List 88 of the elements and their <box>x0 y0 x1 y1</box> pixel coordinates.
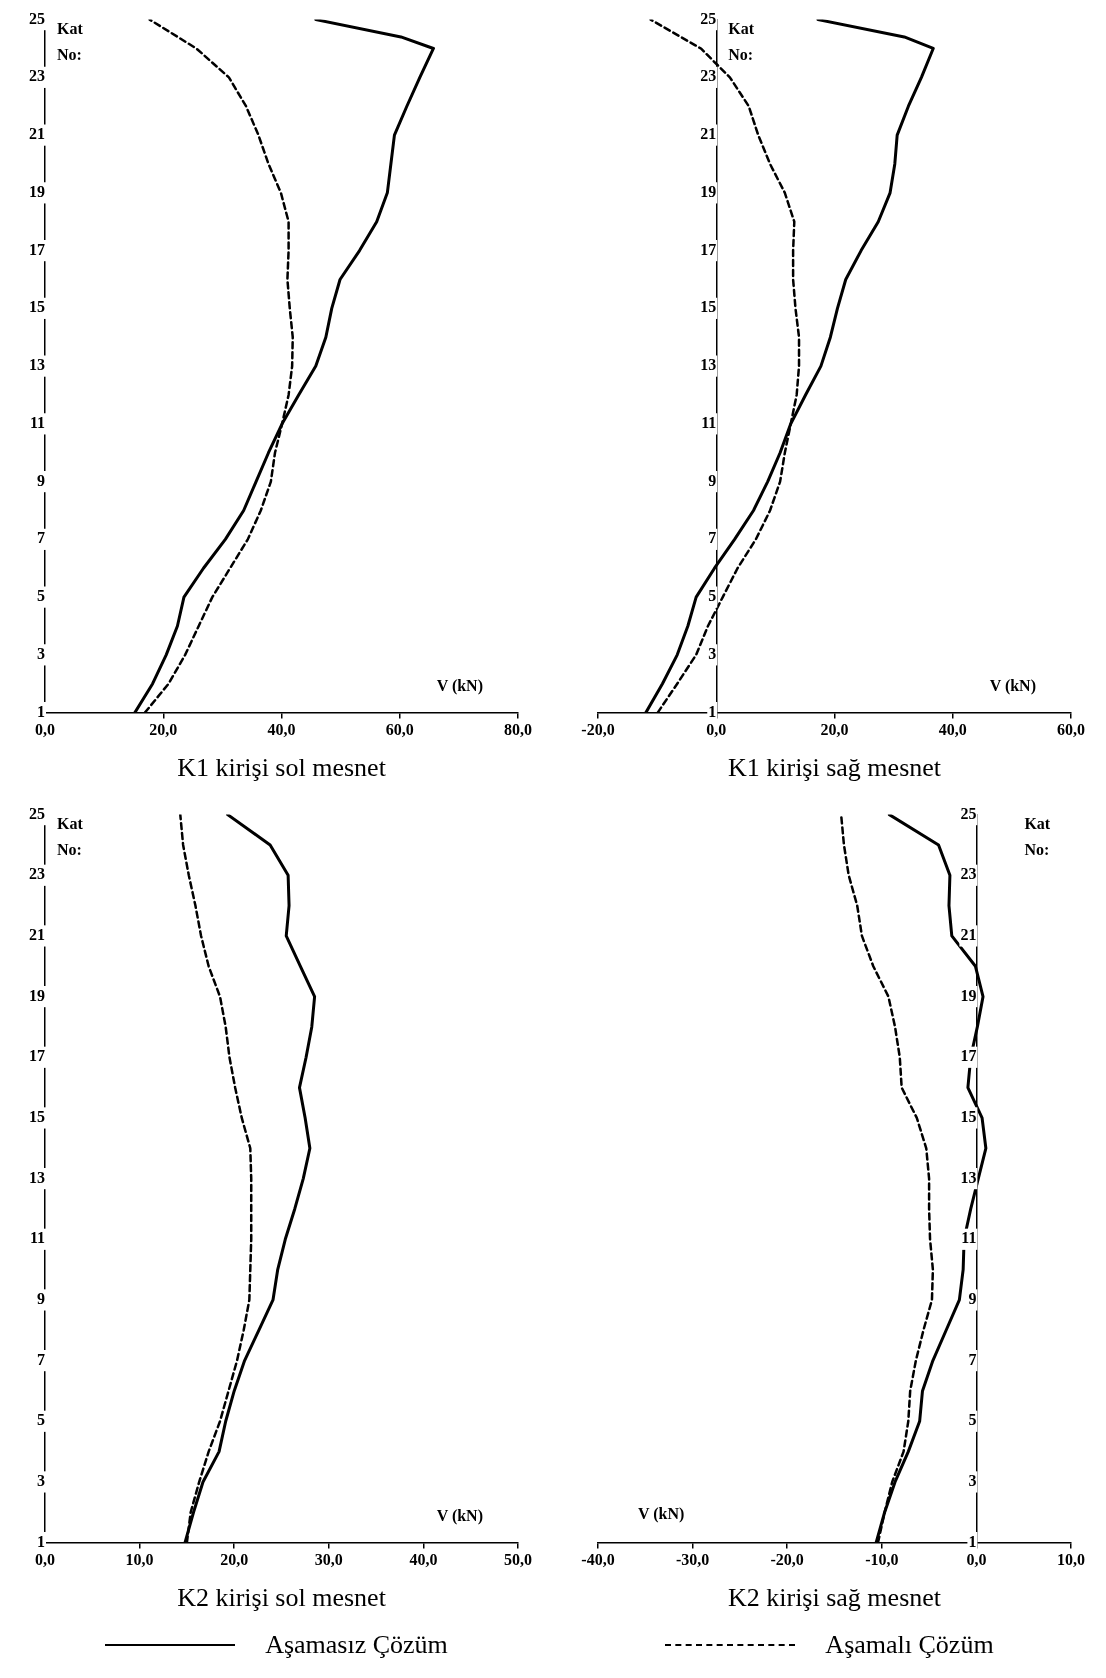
y-tick-label: 21 <box>700 125 717 143</box>
y-tick-label: 21 <box>29 125 45 143</box>
y-tick-label: 13 <box>960 1168 977 1186</box>
y-tick-label: 25 <box>29 804 45 822</box>
y-tick-label: 23 <box>960 865 977 883</box>
y-tick-label: 15 <box>29 298 45 316</box>
x-tick-label: 40,0 <box>938 721 967 739</box>
y-tick-label: 19 <box>960 986 977 1004</box>
y-tick-label: 11 <box>29 413 45 431</box>
y-tick-label: 1 <box>37 1532 45 1550</box>
y-tick-label: 9 <box>37 1290 45 1308</box>
x-tick-label: 50,0 <box>504 1551 532 1569</box>
y-tick-label: 3 <box>708 644 717 662</box>
y-tick-label: 19 <box>29 182 45 200</box>
y-tick-label: 19 <box>700 182 717 200</box>
x-tick-label: -20,0 <box>770 1551 804 1569</box>
y-tick-label: 3 <box>968 1472 977 1490</box>
x-tick-label: 40,0 <box>267 721 296 739</box>
y-axis-title: Kat No: <box>728 19 755 63</box>
x-tick-label: 10,0 <box>1057 1551 1085 1569</box>
x-axis-title: V (kN) <box>436 1506 483 1525</box>
x-tick-label: 20,0 <box>149 721 178 739</box>
y-tick-label: 23 <box>700 67 717 85</box>
y-tick-label: 21 <box>29 926 45 944</box>
y-tick-label: 5 <box>37 587 45 605</box>
y-tick-label: 15 <box>960 1108 977 1126</box>
y-tick-label: 7 <box>708 529 717 547</box>
x-tick-label: 30,0 <box>314 1551 343 1569</box>
x-tick-label: 20,0 <box>220 1551 249 1569</box>
text: K2 kirişi sol mesnet <box>177 1583 387 1613</box>
y-tick-label: 23 <box>29 865 45 883</box>
text: K1 kirişi sol mesnet <box>177 753 387 783</box>
x-axis-title: V (kN) <box>436 676 483 695</box>
y-tick-label: 13 <box>29 1168 45 1186</box>
y-tick-label: 5 <box>37 1411 45 1429</box>
y-axis-title: Kat No: <box>1024 814 1051 858</box>
x-tick-label: 60,0 <box>1057 721 1085 739</box>
y-tick-label: 15 <box>29 1108 45 1126</box>
y-tick-label: 9 <box>708 471 717 489</box>
text: K2 kirişi sağ mesnet <box>727 1583 942 1613</box>
y-tick-label: 5 <box>968 1411 977 1429</box>
y-axis-title: Kat No: <box>57 814 84 858</box>
legend-label: Aşamalı Çözüm <box>825 1630 994 1660</box>
y-tick-label: 21 <box>960 926 977 944</box>
x-tick-label: 0,0 <box>35 1551 55 1569</box>
x-axis-title: V (kN) <box>989 676 1036 695</box>
y-axis-title: Kat No: <box>57 19 84 63</box>
y-tick-label: 19 <box>29 986 45 1004</box>
x-tick-label: -20,0 <box>581 721 615 739</box>
y-tick-label: 1 <box>708 702 717 720</box>
x-tick-label: -40,0 <box>581 1551 615 1569</box>
y-tick-label: 5 <box>708 587 717 605</box>
y-tick-label: 25 <box>700 9 717 27</box>
y-tick-label: 17 <box>700 240 717 258</box>
y-tick-label: 9 <box>37 471 45 489</box>
x-tick-label: -10,0 <box>865 1551 899 1569</box>
y-tick-label: 11 <box>29 1229 45 1247</box>
y-tick-label: 11 <box>961 1229 977 1247</box>
legend-label: Aşamasız Çözüm <box>265 1630 448 1660</box>
x-tick-label: 0,0 <box>966 1551 987 1569</box>
x-tick-label: 10,0 <box>125 1551 154 1569</box>
x-tick-label: -30,0 <box>675 1551 710 1569</box>
y-tick-label: 1 <box>37 702 45 720</box>
y-tick-label: 3 <box>37 644 45 662</box>
y-tick-label: 13 <box>29 356 45 374</box>
y-tick-label: 23 <box>29 67 45 85</box>
x-tick-label: 60,0 <box>385 721 414 739</box>
x-tick-label: 80,0 <box>504 721 532 739</box>
y-tick-label: 17 <box>29 1047 45 1065</box>
y-tick-label: 13 <box>700 356 717 374</box>
x-tick-label: 20,0 <box>820 721 849 739</box>
y-tick-label: 1 <box>968 1532 977 1550</box>
text: K1 kirişi sağ mesnet <box>727 753 942 783</box>
y-tick-label: 7 <box>37 529 45 547</box>
y-tick-label: 17 <box>29 240 45 258</box>
x-tick-label: 0,0 <box>35 721 55 739</box>
x-tick-label: 0,0 <box>706 721 727 739</box>
y-tick-label: 15 <box>700 298 717 316</box>
y-tick-label: 3 <box>37 1472 45 1490</box>
y-tick-label: 7 <box>968 1350 977 1368</box>
y-tick-label: 17 <box>960 1047 977 1065</box>
x-axis-title: V (kN) <box>638 1504 685 1523</box>
y-tick-label: 7 <box>37 1350 45 1368</box>
y-tick-label: 25 <box>29 9 45 27</box>
y-tick-label: 25 <box>960 804 977 822</box>
y-tick-label: 9 <box>968 1290 977 1308</box>
x-tick-label: 40,0 <box>409 1551 438 1569</box>
y-tick-label: 11 <box>701 413 717 431</box>
